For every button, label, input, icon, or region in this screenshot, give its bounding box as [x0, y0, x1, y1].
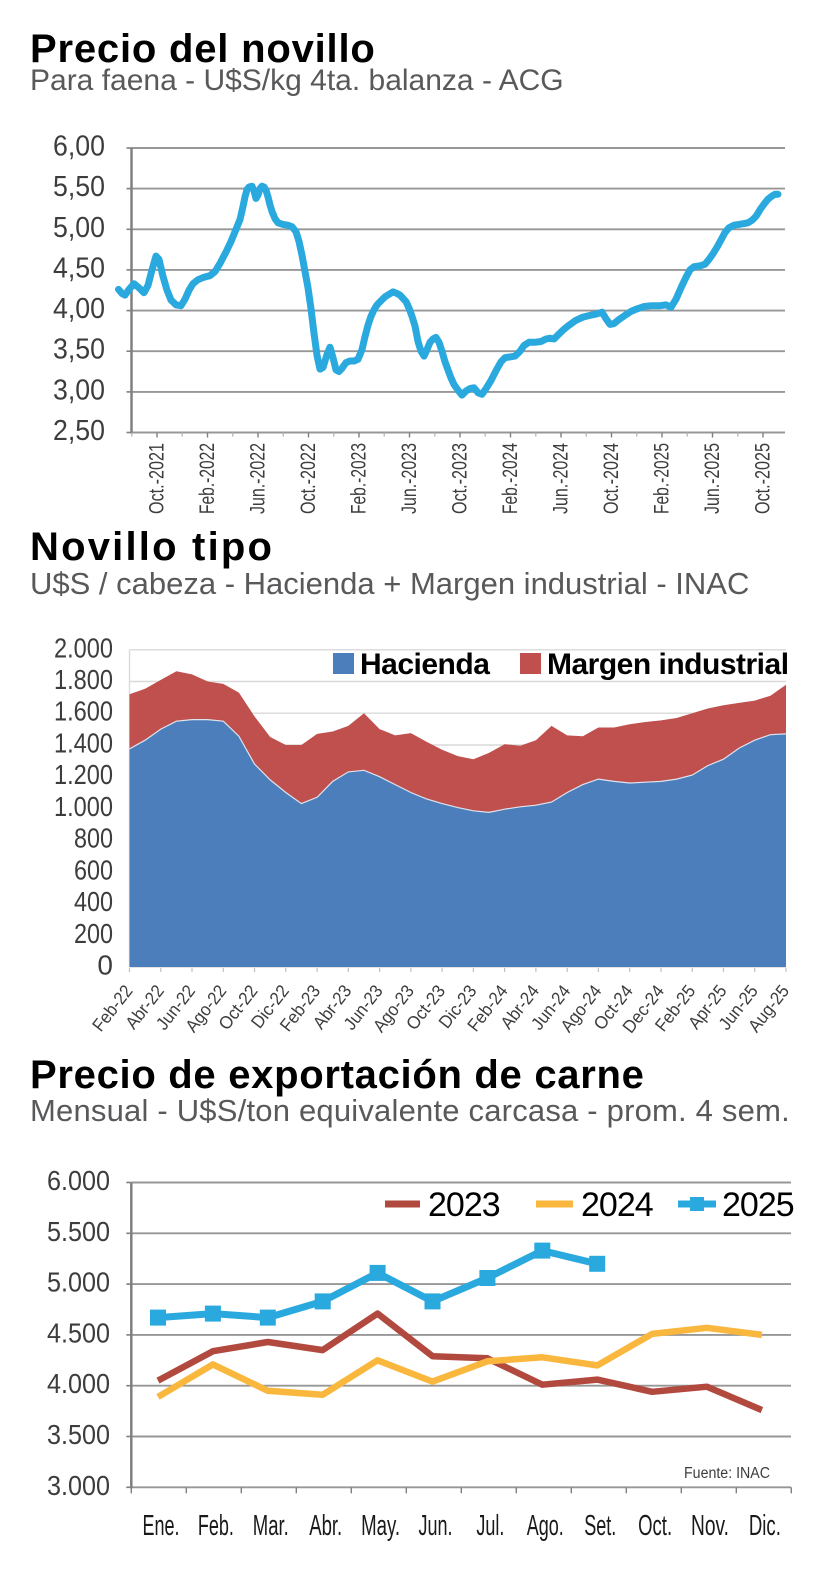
svg-text:U$S / cabeza - Hacienda + Marg: U$S / cabeza - Hacienda + Margen industr…	[30, 566, 749, 601]
svg-text:Feb.-2024: Feb.-2024	[499, 443, 522, 514]
svg-text:5,50: 5,50	[53, 171, 105, 203]
svg-text:1.200: 1.200	[54, 759, 113, 790]
svg-text:2025: 2025	[722, 1186, 794, 1224]
svg-text:Ago.: Ago.	[527, 1510, 564, 1542]
svg-text:5.000: 5.000	[47, 1267, 110, 1298]
svg-text:4,50: 4,50	[53, 252, 105, 284]
svg-text:Hacienda: Hacienda	[360, 648, 490, 681]
svg-text:Oct.-2024: Oct.-2024	[600, 443, 623, 514]
svg-text:Jun.-2022: Jun.-2022	[247, 443, 270, 514]
svg-text:Ene.: Ene.	[143, 1510, 180, 1542]
svg-text:Oct.: Oct.	[638, 1510, 672, 1542]
svg-text:Fuente: INAC: Fuente: INAC	[684, 1465, 770, 1482]
svg-text:4,00: 4,00	[53, 293, 105, 325]
svg-text:3,00: 3,00	[53, 374, 105, 406]
svg-text:Para faena - U$S/kg 4ta. balan: Para faena - U$S/kg 4ta. balanza - ACG	[30, 64, 564, 97]
svg-text:Jul.: Jul.	[476, 1510, 504, 1542]
svg-text:1.000: 1.000	[54, 791, 113, 822]
svg-text:Precio de exportación de carne: Precio de exportación de carne	[30, 1053, 645, 1097]
svg-text:4.500: 4.500	[47, 1317, 110, 1348]
svg-text:600: 600	[74, 854, 113, 885]
svg-text:3.000: 3.000	[47, 1470, 110, 1501]
svg-text:Mar.: Mar.	[253, 1510, 289, 1542]
svg-text:Margen industrial: Margen industrial	[547, 648, 789, 681]
svg-text:200: 200	[74, 918, 113, 949]
svg-text:Abr.: Abr.	[309, 1510, 342, 1542]
svg-text:Feb.-2023: Feb.-2023	[348, 443, 371, 514]
svg-text:2024: 2024	[581, 1186, 653, 1224]
svg-text:Jun.-2025: Jun.-2025	[701, 443, 724, 514]
svg-text:Jun.-2023: Jun.-2023	[398, 443, 421, 514]
svg-text:3.500: 3.500	[47, 1419, 110, 1450]
svg-text:2,50: 2,50	[53, 415, 105, 447]
svg-text:1.800: 1.800	[54, 664, 113, 695]
svg-text:Oct.-2025: Oct.-2025	[752, 443, 775, 514]
svg-text:Jun.-2024: Jun.-2024	[550, 443, 573, 514]
svg-text:5,00: 5,00	[53, 212, 105, 244]
svg-text:Precio del novillo: Precio del novillo	[30, 27, 376, 71]
svg-text:0: 0	[97, 950, 113, 981]
svg-text:Jun.: Jun.	[419, 1510, 453, 1542]
svg-text:3,50: 3,50	[53, 334, 105, 366]
svg-text:6,00: 6,00	[53, 131, 105, 163]
svg-text:Dic.: Dic.	[749, 1510, 781, 1542]
svg-text:Feb.-2025: Feb.-2025	[651, 443, 674, 514]
svg-text:2023: 2023	[428, 1186, 500, 1224]
svg-text:400: 400	[74, 886, 113, 917]
svg-text:Set.: Set.	[584, 1510, 616, 1542]
svg-text:1.400: 1.400	[54, 728, 113, 759]
svg-text:5.500: 5.500	[47, 1216, 110, 1247]
svg-text:Novillo tipo: Novillo tipo	[30, 525, 274, 569]
svg-text:Oct.-2023: Oct.-2023	[449, 443, 472, 514]
svg-text:2.000: 2.000	[54, 632, 113, 663]
svg-text:Feb.-2022: Feb.-2022	[196, 443, 219, 514]
svg-text:Oct.-2022: Oct.-2022	[297, 443, 320, 514]
svg-text:1.600: 1.600	[54, 696, 113, 727]
svg-text:Nov.: Nov.	[691, 1510, 729, 1542]
svg-text:6.000: 6.000	[47, 1165, 110, 1196]
svg-text:Feb.: Feb.	[198, 1510, 234, 1542]
svg-text:4.000: 4.000	[47, 1368, 110, 1399]
svg-text:800: 800	[74, 823, 113, 854]
svg-text:Oct.-2021: Oct.-2021	[146, 443, 169, 514]
svg-text:Mensual - U$S/ton equivalente: Mensual - U$S/ton equivalente carcasa - …	[30, 1093, 790, 1128]
svg-text:May.: May.	[361, 1510, 400, 1542]
